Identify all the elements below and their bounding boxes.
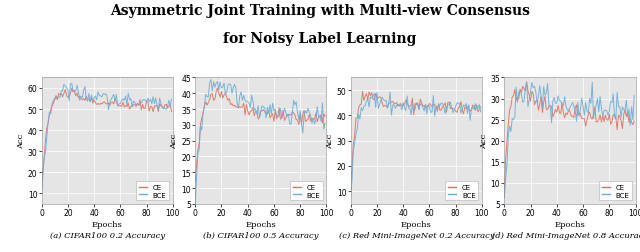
Text: for Noisy Label Learning: for Noisy Label Learning	[223, 32, 417, 45]
Legend: CE, BCE: CE, BCE	[445, 182, 479, 201]
Y-axis label: Acc: Acc	[17, 134, 25, 149]
Legend: CE, BCE: CE, BCE	[136, 182, 170, 201]
Y-axis label: Acc: Acc	[170, 134, 179, 149]
Legend: CE, BCE: CE, BCE	[290, 182, 323, 201]
Y-axis label: Acc: Acc	[326, 134, 334, 149]
X-axis label: Epochs: Epochs	[92, 220, 123, 228]
Text: (b) CIFAR100 0.5 Accuracy: (b) CIFAR100 0.5 Accuracy	[203, 231, 319, 239]
Y-axis label: Acc: Acc	[479, 134, 488, 149]
X-axis label: Epochs: Epochs	[401, 220, 432, 228]
X-axis label: Epochs: Epochs	[554, 220, 586, 228]
Text: Asymmetric Joint Training with Multi-view Consensus: Asymmetric Joint Training with Multi-vie…	[110, 4, 530, 18]
X-axis label: Epochs: Epochs	[245, 220, 276, 228]
Text: (a) CIFAR100 0.2 Accuracy: (a) CIFAR100 0.2 Accuracy	[50, 231, 164, 239]
Legend: CE, BCE: CE, BCE	[599, 182, 632, 201]
Text: (c) Red Mini-ImageNet 0.2 Accuracy: (c) Red Mini-ImageNet 0.2 Accuracy	[339, 231, 494, 239]
Text: (d) Red Mini-ImageNet 0.8 Accuracy: (d) Red Mini-ImageNet 0.8 Accuracy	[492, 231, 640, 239]
